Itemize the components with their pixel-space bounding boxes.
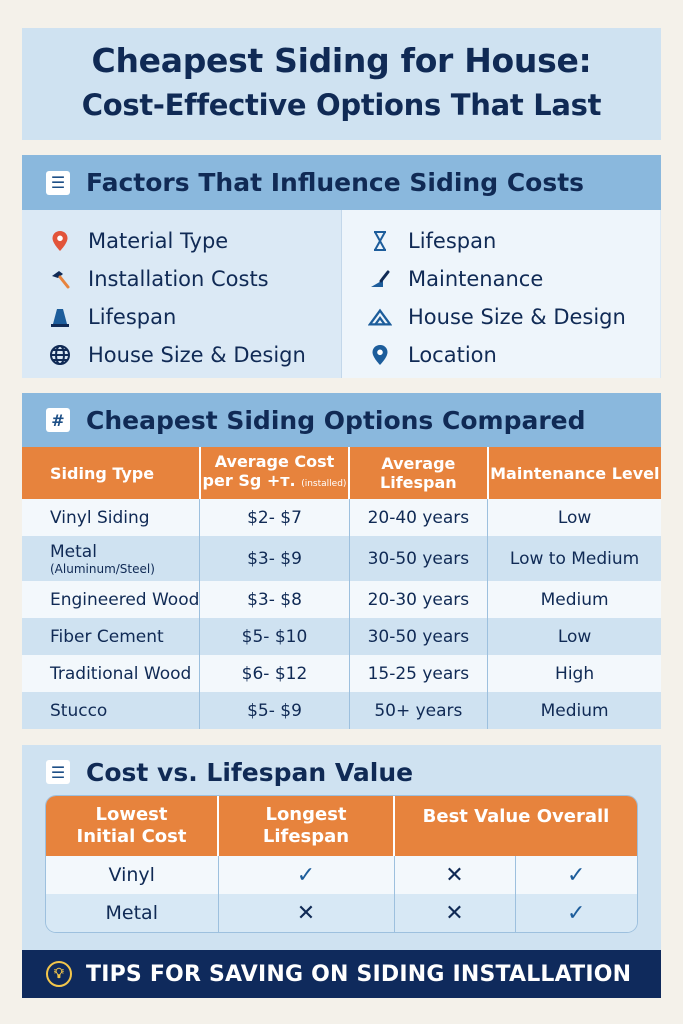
factors-panel: Material Type Installation Costs Lifespa… bbox=[22, 210, 661, 378]
col-header-cost: Average Cost per Sg +т. (installed) bbox=[199, 447, 351, 499]
table-header-row: Siding Type Average Cost per Sg +т. (ins… bbox=[22, 447, 661, 499]
title-banner: Cheapest Siding for House: Cost-Effectiv… bbox=[22, 28, 661, 140]
value-table: Lowest Initial Cost Longest Lifespan Best … bbox=[46, 796, 637, 932]
globe-icon bbox=[48, 343, 72, 367]
table-row: Stucco $5- $9 50+ years Medium bbox=[22, 692, 661, 729]
map-pin-icon bbox=[48, 229, 72, 253]
comparison-heading: Cheapest Siding Options Compared bbox=[86, 405, 586, 435]
check-icon: ✓ bbox=[567, 900, 586, 926]
cone-icon bbox=[48, 305, 72, 329]
table-row: Metal ✕ ✕ ✓ bbox=[46, 894, 637, 932]
check-icon: ✓ bbox=[567, 862, 586, 888]
value-header: ☰ Cost vs. Lifespan Value bbox=[22, 745, 661, 799]
factors-right-column: Lifespan Maintenance House Size & Design… bbox=[341, 210, 660, 378]
factor-item: Material Type bbox=[22, 222, 341, 260]
factors-left-column: Material Type Installation Costs Lifespa… bbox=[22, 210, 341, 378]
tips-text: TIPS FOR SAVING ON SIDING INSTALLATION bbox=[86, 961, 632, 987]
col-header-lifespan: Average Lifespan bbox=[349, 447, 489, 499]
col-header-type: Siding Type bbox=[22, 447, 201, 499]
factor-item: House Size & Design bbox=[342, 298, 660, 336]
location-pin-icon bbox=[368, 343, 392, 367]
trowel-icon bbox=[368, 267, 392, 291]
table-row: Vinyl ✓ ✕ ✓ bbox=[46, 856, 637, 894]
table-row: Traditional Wood $6- $12 15-25 years Hig… bbox=[22, 655, 661, 692]
comparison-table: Siding Type Average Cost per Sg +т. (ins… bbox=[22, 447, 661, 729]
col-header-lowest-cost: Lowest Initial Cost bbox=[46, 796, 219, 856]
factor-item: Lifespan bbox=[22, 298, 341, 336]
list-icon: ☰ bbox=[46, 760, 70, 784]
factor-item: Maintenance bbox=[342, 260, 660, 298]
value-header-row: Lowest Initial Cost Longest Lifespan Best … bbox=[46, 796, 637, 856]
grid-icon: # bbox=[46, 408, 70, 432]
table-row: Metal (Aluminum/Steel) $3- $9 30-50 years… bbox=[22, 536, 661, 581]
cross-icon: ✕ bbox=[445, 862, 464, 888]
cross-icon: ✕ bbox=[445, 900, 464, 926]
factors-heading: Factors That Influence Siding Costs bbox=[86, 168, 585, 197]
col-header-best-value: Best Value Overall bbox=[394, 796, 637, 856]
hourglass-icon bbox=[368, 229, 392, 253]
page-title: Cheapest Siding for House: bbox=[91, 41, 592, 80]
list-icon: ☰ bbox=[46, 170, 70, 195]
lightbulb-icon: 💡︎ bbox=[46, 961, 72, 987]
value-section: ☰ Cost vs. Lifespan Value Lowest Initial … bbox=[22, 745, 661, 950]
factor-item: Installation Costs bbox=[22, 260, 341, 298]
table-row: Engineered Wood $3- $8 20-30 years Mediu… bbox=[22, 581, 661, 618]
cross-icon: ✕ bbox=[296, 900, 316, 926]
table-row: Fiber Cement $5- $10 30-50 years Low bbox=[22, 618, 661, 655]
check-icon: ✓ bbox=[296, 862, 316, 888]
page-subtitle: Cost-Effective Options That Last bbox=[81, 88, 602, 122]
factor-item: Location bbox=[342, 336, 660, 374]
factor-item: Lifespan bbox=[342, 222, 660, 260]
house-outline-icon bbox=[368, 305, 392, 329]
factor-item: House Size & Design bbox=[22, 336, 341, 374]
hammer-icon bbox=[48, 267, 72, 291]
comparison-header: # Cheapest Siding Options Compared bbox=[22, 393, 661, 447]
table-row: Vinyl Siding $2- $7 20-40 years Low bbox=[22, 499, 661, 536]
col-header-longest-lifespan: Longest Lifespan bbox=[218, 796, 395, 856]
value-heading: Cost vs. Lifespan Value bbox=[86, 757, 414, 787]
col-header-maintenance: Maintenance Level bbox=[487, 447, 661, 499]
tips-banner[interactable]: 💡︎ TIPS FOR SAVING ON SIDING INSTALLATIO… bbox=[22, 950, 661, 998]
factors-header: ☰ Factors That Influence Siding Costs bbox=[22, 155, 661, 210]
